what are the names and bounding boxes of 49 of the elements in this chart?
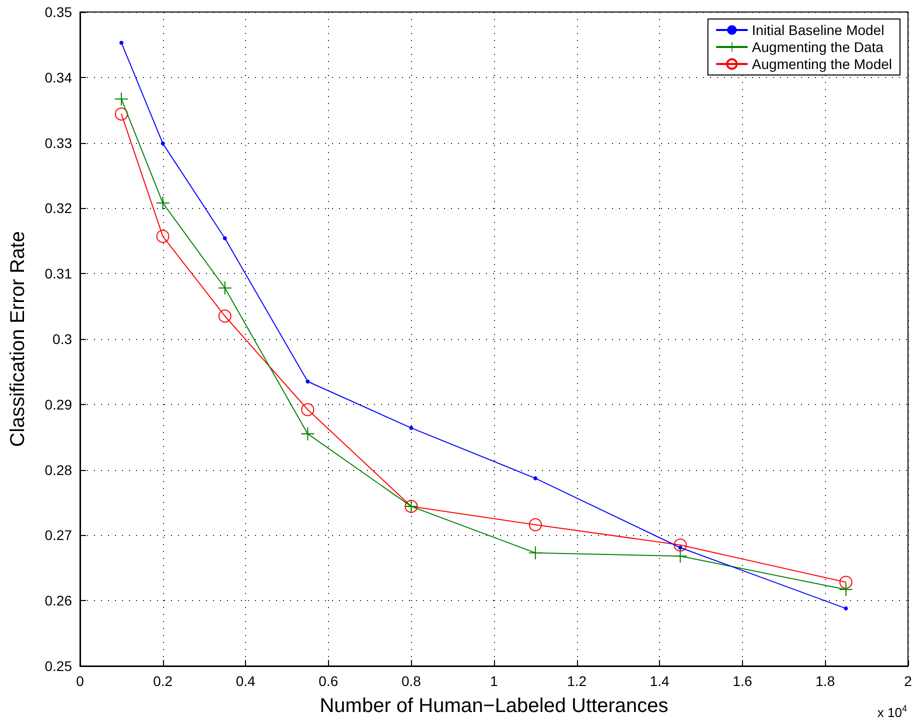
- x-tick-label: 1.6: [732, 673, 752, 689]
- point: [839, 582, 852, 596]
- x-tick-label: 0: [76, 673, 84, 689]
- point: [306, 380, 310, 384]
- point: [674, 550, 687, 563]
- y-tick-label: 0.28: [44, 462, 72, 478]
- y-tick-label: 0.25: [44, 658, 72, 674]
- x-tick-label: 1.4: [650, 673, 670, 689]
- point: [528, 546, 542, 560]
- point: [301, 403, 314, 416]
- point: [222, 236, 227, 240]
- point: [678, 546, 682, 550]
- x-axis-title: Number of Human−Labeled Utterances: [320, 695, 668, 717]
- point: [114, 108, 128, 121]
- legend-label: Initial Baseline Model: [752, 22, 884, 38]
- point: [156, 230, 170, 243]
- x-tick-label: 1.2: [567, 673, 587, 689]
- point: [533, 476, 538, 480]
- y-tick-label: 0.31: [44, 266, 72, 282]
- y-tick-label: 0.29: [44, 396, 72, 412]
- legend-label: Augmenting the Data: [752, 39, 884, 55]
- x-tick-label: 0.8: [401, 673, 422, 689]
- y-tick-label: 0.32: [44, 200, 72, 216]
- point: [674, 538, 687, 552]
- x-tick-label: 1.8: [815, 673, 836, 689]
- y-tick-label: 0.35: [44, 4, 72, 20]
- point: [218, 281, 232, 294]
- point: [409, 426, 414, 430]
- x-tick-label: 2: [904, 673, 912, 689]
- x-tick-label: 0.6: [318, 673, 338, 689]
- x-tick-label: 0.4: [236, 673, 256, 689]
- y-tick-label: 0.26: [44, 592, 72, 609]
- y-tick-label: 0.34: [44, 69, 72, 86]
- y-tick-label: 0.33: [44, 134, 72, 151]
- legend-label: Augmenting the Model: [752, 56, 892, 72]
- point: [160, 141, 165, 146]
- y-tick-label: 0.27: [44, 527, 72, 544]
- point: [218, 310, 232, 323]
- point: [528, 518, 542, 532]
- y-tick-label: 0.3: [52, 331, 72, 347]
- point: [119, 40, 124, 45]
- point: [114, 92, 128, 106]
- point: [844, 606, 848, 610]
- x-tick-label: 0.2: [153, 673, 173, 689]
- y-axis-title: Classification Error Rate: [7, 231, 29, 447]
- point: [156, 196, 170, 210]
- x-tick-label: 1: [490, 673, 498, 689]
- point: [839, 576, 852, 589]
- point: [301, 427, 314, 440]
